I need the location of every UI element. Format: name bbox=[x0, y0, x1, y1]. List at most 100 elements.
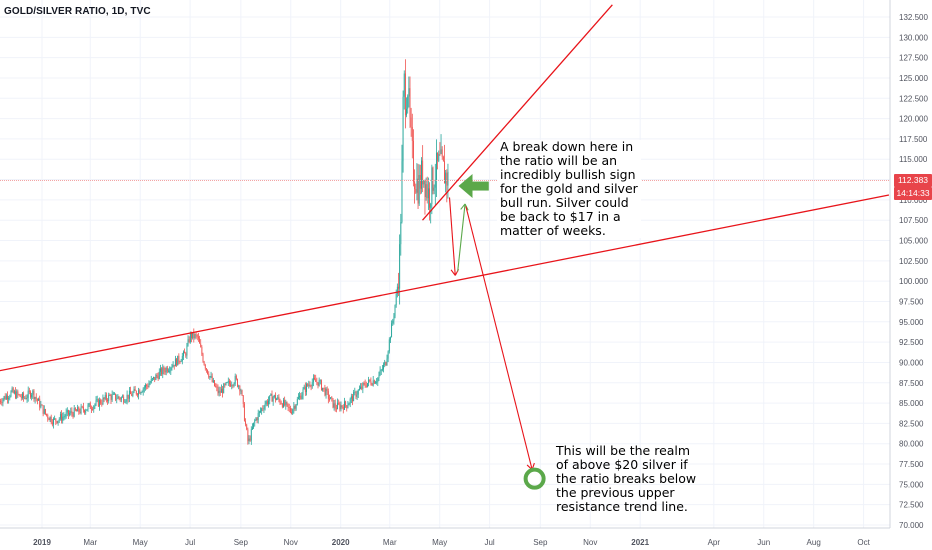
candle-body bbox=[39, 398, 41, 408]
note-line: This will be the realm bbox=[556, 443, 691, 458]
candle-body bbox=[296, 399, 298, 405]
candle-body bbox=[264, 404, 266, 409]
candle-body bbox=[89, 403, 91, 409]
candle-body bbox=[191, 333, 192, 339]
candle-body bbox=[38, 398, 39, 401]
candle-body bbox=[113, 393, 115, 395]
candle-body bbox=[233, 383, 235, 386]
candle-body bbox=[11, 388, 13, 392]
candle-body bbox=[258, 411, 260, 414]
candle-body bbox=[139, 390, 141, 394]
candle-body bbox=[352, 396, 353, 402]
y-tick-label: 132.500 bbox=[899, 13, 928, 22]
candle-body bbox=[398, 286, 399, 289]
candle-body bbox=[85, 410, 87, 413]
x-tick-label: May bbox=[133, 538, 148, 547]
candle-body bbox=[165, 367, 167, 373]
candle-body bbox=[445, 172, 447, 184]
candle-body bbox=[174, 358, 176, 367]
candle-body bbox=[9, 396, 11, 398]
candle-body bbox=[133, 389, 135, 393]
candle-body bbox=[150, 379, 152, 383]
candle-body bbox=[211, 376, 213, 382]
candle-body bbox=[131, 394, 133, 396]
candle-body bbox=[372, 380, 374, 386]
note-line: resistance trend line. bbox=[556, 499, 688, 514]
candle-body bbox=[219, 390, 221, 393]
candle-body bbox=[222, 388, 223, 394]
candle-body bbox=[176, 358, 177, 366]
candle-body bbox=[12, 388, 14, 393]
candle-body bbox=[287, 403, 289, 408]
candle-body bbox=[302, 389, 304, 396]
candle-body bbox=[84, 410, 85, 413]
candle-body bbox=[125, 400, 127, 402]
candle-body bbox=[232, 385, 234, 386]
candle-body bbox=[411, 126, 413, 141]
candle-body bbox=[394, 305, 396, 317]
candle-body bbox=[71, 411, 73, 414]
candle-body bbox=[107, 399, 108, 402]
candle-body bbox=[316, 381, 318, 383]
candle-body bbox=[395, 293, 397, 306]
candle-body bbox=[261, 408, 263, 411]
candle-body bbox=[435, 152, 437, 181]
candle-body bbox=[268, 400, 269, 405]
candle-body bbox=[136, 394, 138, 396]
candle-body bbox=[132, 392, 134, 396]
candle-body bbox=[148, 384, 150, 388]
x-tick-label: Aug bbox=[807, 538, 821, 547]
candle-body bbox=[293, 406, 295, 410]
candle-body bbox=[156, 374, 158, 376]
candle-body bbox=[158, 371, 160, 380]
candle-body bbox=[199, 338, 200, 344]
candle-body bbox=[280, 403, 282, 405]
candle-body bbox=[295, 404, 297, 409]
candle-body bbox=[20, 396, 22, 398]
candle-body bbox=[110, 395, 112, 400]
candle-body bbox=[182, 351, 184, 357]
last-price-tag: 112.383 bbox=[894, 173, 932, 187]
candle-body bbox=[224, 384, 226, 385]
candle-body bbox=[312, 378, 314, 383]
y-tick-label: 120.000 bbox=[899, 115, 928, 124]
candle-body bbox=[250, 429, 252, 441]
candle-body bbox=[430, 203, 432, 208]
candle-body bbox=[78, 407, 80, 412]
big-green-arrow-head bbox=[458, 174, 473, 199]
candle-body bbox=[203, 361, 205, 366]
candle-body bbox=[417, 178, 419, 204]
candle-body bbox=[127, 394, 129, 399]
candle-body bbox=[33, 390, 35, 400]
candle-body bbox=[227, 381, 229, 383]
candle-body bbox=[429, 188, 430, 208]
candle-body bbox=[399, 244, 401, 289]
candle-body bbox=[230, 383, 232, 387]
candle-body bbox=[193, 332, 195, 339]
candle-body bbox=[54, 418, 56, 420]
candle-body bbox=[376, 381, 378, 383]
candle-body bbox=[116, 398, 118, 400]
candle-body bbox=[172, 364, 174, 368]
candle-body bbox=[159, 368, 161, 372]
y-tick-label: 125.000 bbox=[899, 74, 928, 83]
candle-body bbox=[349, 398, 351, 404]
candle-body bbox=[226, 382, 228, 384]
y-tick-label: 115.000 bbox=[899, 155, 928, 164]
trend-line-support bbox=[0, 194, 890, 372]
candle-body bbox=[362, 383, 364, 389]
candle-body bbox=[391, 323, 393, 338]
candle-body bbox=[105, 394, 107, 400]
candle-body bbox=[212, 380, 214, 382]
candle-body bbox=[370, 381, 372, 385]
candle-body bbox=[299, 395, 301, 398]
candle-body bbox=[109, 395, 111, 396]
candle-body bbox=[225, 382, 227, 385]
candle-body bbox=[364, 383, 366, 386]
candle-body bbox=[410, 117, 412, 127]
candle-body bbox=[377, 377, 379, 382]
candle-body bbox=[238, 385, 240, 387]
arrow-green-head bbox=[460, 203, 466, 210]
candle-body bbox=[62, 416, 64, 421]
